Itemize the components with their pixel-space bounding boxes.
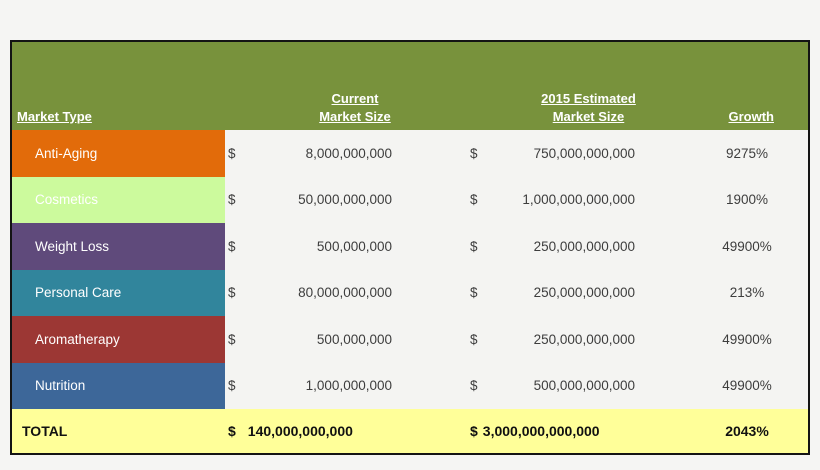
estimated-market-size-cell: $ 500,000,000,000: [400, 363, 645, 410]
current-market-size-value: 500,000,000: [316, 238, 392, 254]
estimated-market-size-value: 250,000,000,000: [533, 285, 635, 301]
growth-cell: 9275%: [725, 145, 769, 161]
total-growth-cell: 2043%: [725, 423, 769, 439]
currency-symbol: $: [470, 238, 478, 254]
column-header-growth: Growth: [728, 108, 775, 124]
currency-symbol: $: [228, 145, 236, 161]
table-row-weight-loss: Weight Loss $ 500,000,000 $ 250,000,000,…: [12, 223, 808, 270]
currency-symbol: $: [228, 238, 236, 254]
table-row-nutrition: Nutrition $ 1,000,000,000 $ 500,000,000,…: [12, 362, 808, 410]
market-type-cell: Nutrition: [12, 362, 225, 409]
currency-symbol: $: [470, 378, 478, 394]
market-type-cell: Weight Loss: [12, 223, 225, 270]
current-market-size-cell: $ 8,000,000,000: [225, 130, 400, 177]
growth-cell: 49900%: [722, 238, 772, 254]
estimated-market-size-value: 750,000,000,000: [533, 145, 635, 161]
currency-symbol: $: [228, 331, 236, 347]
estimated-market-size-value: 500,000,000,000: [533, 378, 635, 394]
table-row-cosmetics: Cosmetics $ 50,000,000,000 $ 1,000,000,0…: [12, 176, 808, 224]
growth-cell: 213%: [729, 285, 765, 301]
estimated-market-size-cell: $ 250,000,000,000: [400, 223, 645, 270]
currency-symbol: $: [228, 192, 236, 208]
estimated-market-size-cell: $ 750,000,000,000: [400, 130, 645, 177]
table-header-row: Market Type Current Market Size 2015 Est…: [12, 42, 808, 130]
current-market-size-cell: $ 1,000,000,000: [225, 363, 400, 410]
market-size-table: Market Type Current Market Size 2015 Est…: [10, 40, 810, 455]
currency-symbol: $: [470, 285, 478, 301]
current-market-size-cell: $ 500,000,000: [225, 223, 400, 270]
estimated-market-size-value: 1,000,000,000,000: [522, 192, 635, 208]
estimated-market-size-value: 250,000,000,000: [533, 331, 635, 347]
current-market-size-value: 8,000,000,000: [305, 145, 392, 161]
market-type-cell: Aromatherapy: [12, 316, 225, 363]
estimated-market-size-cell: $ 250,000,000,000: [400, 316, 645, 363]
market-type-cell: Cosmetics: [12, 176, 225, 223]
growth-cell: 49900%: [722, 378, 772, 394]
current-market-size-cell: $ 50,000,000,000: [225, 177, 400, 224]
table-row-anti-aging: Anti-Aging $ 8,000,000,000 $ 750,000,000…: [12, 130, 808, 177]
currency-symbol: $: [470, 423, 478, 439]
current-market-size-cell: $ 500,000,000: [225, 316, 400, 363]
market-type-cell: Personal Care: [12, 269, 225, 316]
column-header-current-market-size: Current Market Size: [319, 90, 391, 124]
market-type-cell: Anti-Aging: [12, 130, 225, 177]
currency-symbol: $: [228, 285, 236, 301]
currency-symbol: $: [470, 192, 478, 208]
current-market-size-value: 50,000,000,000: [298, 192, 392, 208]
current-market-size-cell: $ 80,000,000,000: [225, 270, 400, 317]
current-market-size-value: 1,000,000,000: [305, 378, 392, 394]
growth-cell: 49900%: [722, 331, 772, 347]
currency-symbol: $: [228, 423, 236, 439]
total-estimated-market-size-value: 3,000,000,000,000: [482, 423, 600, 439]
currency-symbol: $: [470, 145, 478, 161]
currency-symbol: $: [228, 378, 236, 394]
table-row-aromatherapy: Aromatherapy $ 500,000,000 $ 250,000,000…: [12, 316, 808, 363]
growth-cell: 1900%: [725, 192, 769, 208]
current-market-size-value: 500,000,000: [316, 331, 392, 347]
table-total-row: TOTAL $ 140,000,000,000 $ 3,000,000,000,…: [12, 409, 808, 453]
currency-symbol: $: [470, 331, 478, 347]
total-current-market-size-value: 140,000,000,000: [247, 423, 353, 439]
column-header-market-type: Market Type: [17, 108, 92, 124]
column-header-2015-estimated-market-size: 2015 Estimated Market Size: [541, 90, 636, 124]
total-label: TOTAL: [22, 423, 68, 439]
current-market-size-value: 80,000,000,000: [298, 285, 392, 301]
total-current-market-size-cell: $ 140,000,000,000: [225, 409, 400, 453]
estimated-market-size-value: 250,000,000,000: [533, 238, 635, 254]
estimated-market-size-cell: $ 250,000,000,000: [400, 270, 645, 317]
estimated-market-size-cell: $ 1,000,000,000,000: [400, 177, 645, 224]
total-estimated-market-size-cell: $ 3,000,000,000,000: [400, 409, 645, 453]
table-row-personal-care: Personal Care $ 80,000,000,000 $ 250,000…: [12, 269, 808, 317]
